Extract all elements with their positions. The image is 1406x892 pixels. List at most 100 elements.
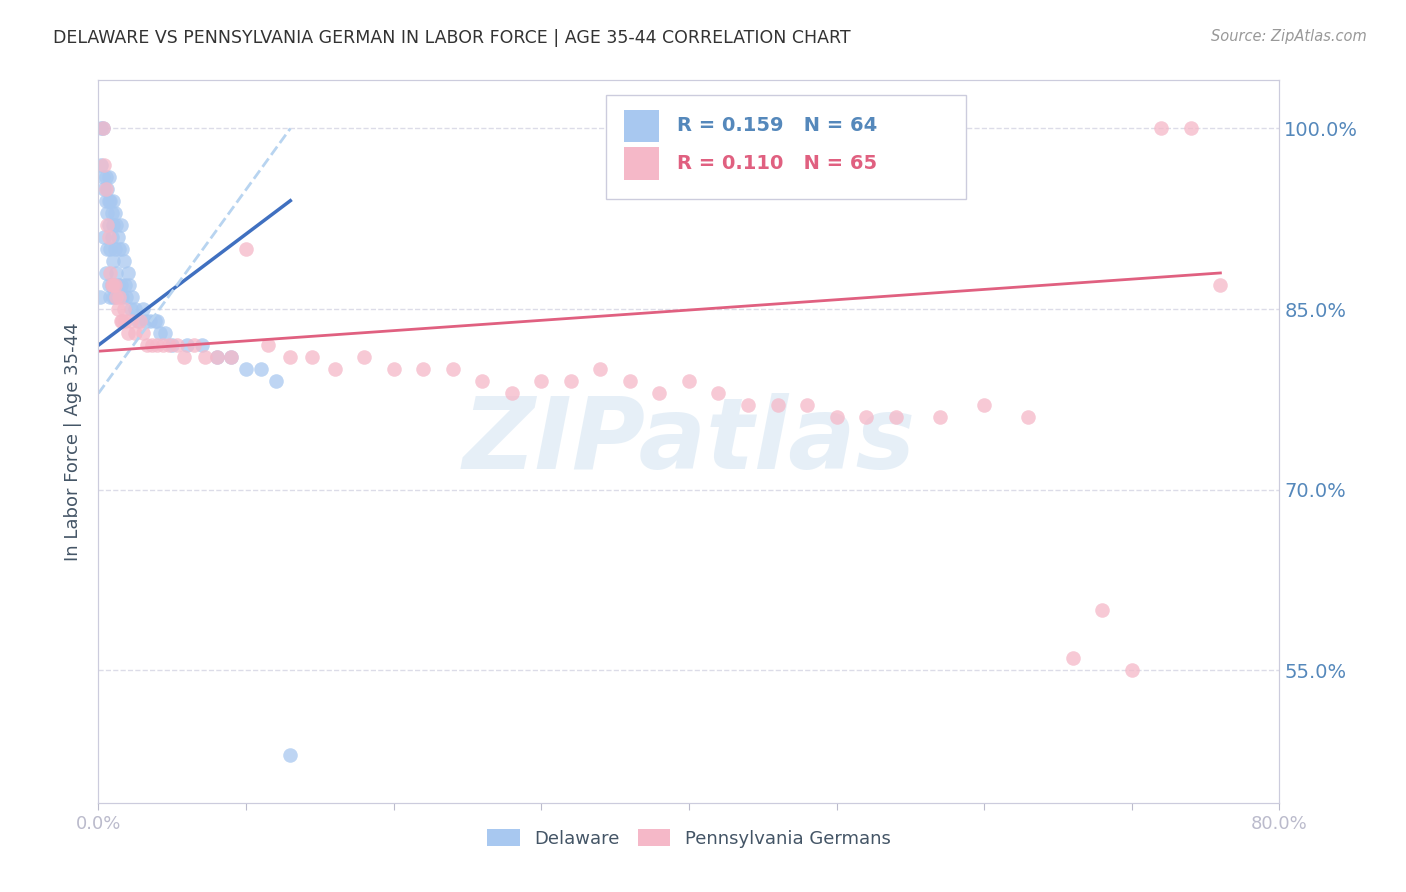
Point [589, 362, 612, 376]
Point [111, 242, 134, 256]
Point [108, 242, 131, 256]
Point [441, 362, 464, 376]
Point [250, 362, 273, 376]
Point [111, 290, 134, 304]
Point [1121, 664, 1143, 678]
Text: R = 0.159   N = 64: R = 0.159 N = 64 [678, 116, 877, 136]
Point [104, 205, 127, 219]
Point [93, 182, 115, 196]
Point [153, 326, 176, 341]
Point [90, 121, 112, 136]
Point [97, 169, 120, 184]
Point [107, 278, 129, 293]
Point [100, 278, 122, 293]
Point [530, 375, 553, 389]
Point [929, 410, 952, 425]
Point [162, 338, 183, 352]
Bar [624, 147, 659, 179]
Point [117, 326, 139, 341]
Point [146, 314, 169, 328]
Point [96, 242, 118, 256]
Point [110, 278, 132, 293]
Point [100, 230, 122, 244]
Point [105, 266, 128, 280]
Point [96, 218, 118, 232]
Point [115, 290, 138, 304]
Point [110, 314, 132, 328]
Point [100, 278, 122, 293]
Point [98, 290, 121, 304]
Point [114, 278, 136, 293]
Point [121, 290, 143, 304]
Point [124, 301, 146, 317]
Point [132, 326, 155, 341]
Point [471, 375, 494, 389]
Point [973, 398, 995, 412]
Point [120, 301, 142, 317]
Point [855, 410, 877, 425]
Point [353, 350, 375, 364]
Point [128, 314, 150, 328]
Bar [624, 110, 659, 142]
Point [93, 158, 115, 172]
Point [94, 182, 117, 196]
Point [825, 410, 848, 425]
Point [766, 398, 789, 412]
Point [105, 290, 128, 304]
Point [90, 158, 112, 172]
Point [97, 218, 120, 232]
Point [707, 386, 730, 401]
Point [103, 254, 125, 268]
Point [1180, 121, 1202, 136]
Point [301, 350, 323, 364]
Point [135, 314, 157, 328]
Point [737, 398, 759, 412]
Point [96, 205, 118, 219]
Point [120, 314, 142, 328]
Point [323, 362, 346, 376]
Point [194, 350, 217, 364]
Point [96, 182, 118, 196]
Point [103, 278, 125, 293]
Point [97, 194, 120, 208]
Point [412, 362, 434, 376]
Legend: Delaware, Pennsylvania Germans: Delaware, Pennsylvania Germans [479, 822, 898, 855]
Point [678, 375, 700, 389]
Point [183, 338, 205, 352]
Point [1209, 278, 1232, 293]
Point [143, 314, 166, 328]
Point [157, 338, 180, 352]
Point [124, 326, 146, 341]
Text: R = 0.110   N = 65: R = 0.110 N = 65 [678, 153, 877, 173]
Point [235, 362, 257, 376]
Point [103, 194, 125, 208]
Text: ZIPatlas: ZIPatlas [463, 393, 915, 490]
Point [132, 301, 155, 317]
Text: Source: ZipAtlas.com: Source: ZipAtlas.com [1211, 29, 1367, 44]
Point [648, 386, 671, 401]
Point [884, 410, 907, 425]
Point [166, 338, 188, 352]
Point [152, 338, 174, 352]
Point [127, 314, 149, 328]
Point [136, 338, 159, 352]
Point [1091, 603, 1114, 617]
Point [382, 362, 405, 376]
Point [104, 278, 127, 293]
Point [97, 278, 120, 293]
Point [91, 121, 114, 136]
Point [149, 326, 172, 341]
Point [94, 266, 117, 280]
Point [93, 230, 115, 244]
Point [1062, 651, 1084, 665]
Point [173, 350, 195, 364]
Point [112, 254, 135, 268]
Point [205, 350, 228, 364]
Point [100, 205, 122, 219]
Point [105, 218, 128, 232]
Point [108, 290, 131, 304]
Point [103, 290, 125, 304]
Point [94, 194, 117, 208]
Point [111, 314, 134, 328]
Point [176, 338, 198, 352]
